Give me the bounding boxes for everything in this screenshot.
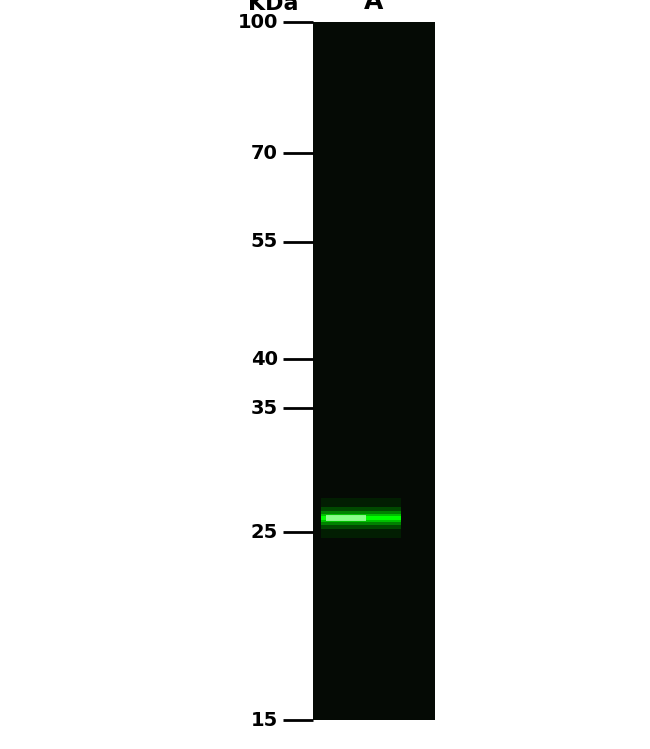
Bar (321, 511, 401, 524)
Text: A: A (364, 0, 384, 14)
Bar (321, 515, 401, 520)
Bar (326, 515, 366, 521)
Text: 70: 70 (251, 144, 278, 163)
Text: 100: 100 (238, 13, 278, 31)
Bar (313, 22, 435, 720)
Text: 15: 15 (251, 711, 278, 730)
Bar (321, 514, 401, 521)
Text: 40: 40 (251, 350, 278, 369)
Text: 35: 35 (251, 398, 278, 418)
Text: 55: 55 (251, 232, 278, 252)
Bar (321, 506, 401, 529)
Text: 25: 25 (251, 523, 278, 542)
Text: KDa: KDa (248, 0, 298, 14)
Bar (321, 497, 401, 538)
